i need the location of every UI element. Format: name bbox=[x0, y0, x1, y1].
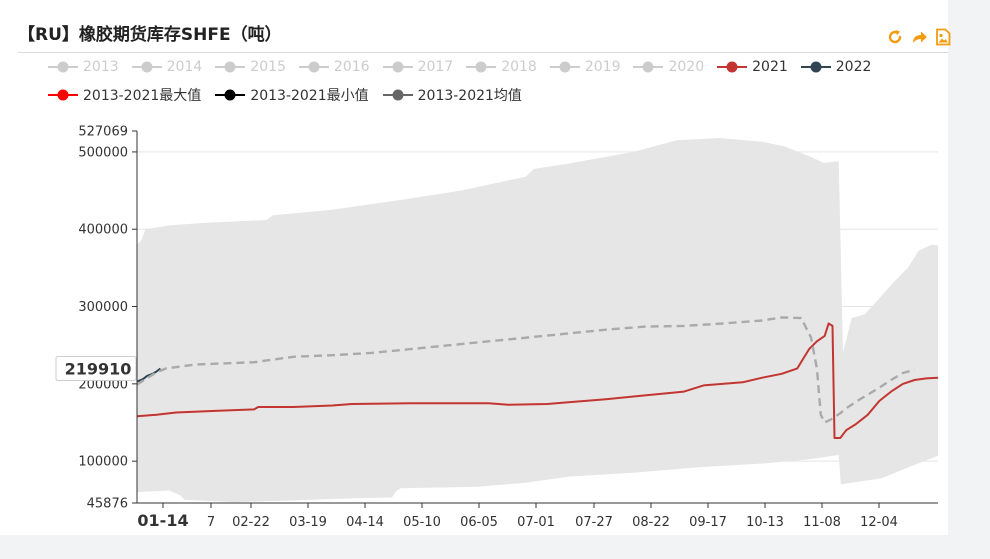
legend-symbol-icon bbox=[48, 89, 78, 101]
toolbar bbox=[886, 28, 952, 48]
series-line-2021 bbox=[136, 322, 939, 439]
legend-label: 2022 bbox=[835, 59, 872, 75]
y-tick-label: 100000 bbox=[78, 455, 128, 470]
y-tick-label: 527069 bbox=[78, 125, 128, 140]
x-tick-label: 7 bbox=[207, 515, 215, 530]
x-tick-label: 12-04 bbox=[860, 515, 898, 530]
legend-symbol-icon bbox=[298, 61, 329, 73]
legend-symbol-icon bbox=[215, 61, 246, 73]
legend-item-2021[interactable]: 2021 bbox=[717, 59, 788, 75]
legend-symbol-icon bbox=[48, 61, 78, 73]
legend-item-2013-2021均值[interactable]: 2013-2021均值 bbox=[382, 85, 522, 105]
chart-plot: 527069 500000 400000 300000 200000 100000 4587… bbox=[55, 125, 939, 530]
x-tick-label: 08-22 bbox=[632, 515, 670, 530]
legend-stats: 2013-2021最大值 2013-2021最小值 2013-2021均值 bbox=[48, 84, 536, 106]
legend-label: 2018 bbox=[501, 59, 537, 75]
legend-item-2020[interactable]: 2020 bbox=[633, 59, 704, 75]
x-tick-label: 06-05 bbox=[460, 515, 498, 530]
legend-label: 2014 bbox=[166, 59, 203, 75]
legend-symbol-icon bbox=[800, 61, 831, 73]
refresh-icon[interactable] bbox=[886, 28, 904, 46]
x-tick-label: 11-08 bbox=[803, 515, 841, 530]
legend-item-2015[interactable]: 2015 bbox=[215, 59, 286, 75]
legend-item-2013[interactable]: 2013 bbox=[48, 59, 119, 75]
legend-label: 2019 bbox=[584, 59, 621, 75]
legend-item-2022[interactable]: 2022 bbox=[800, 59, 872, 75]
series-line-2022 bbox=[136, 367, 162, 383]
chart-card: 【RU】橡胶期货库存SHFE（吨） 2013 2014 2015 2016 2017 20… bbox=[0, 0, 951, 535]
legend-item-2016[interactable]: 2016 bbox=[298, 59, 370, 75]
y-tick-label: 45876 bbox=[87, 497, 128, 512]
series-line-2013-2021均值 bbox=[136, 316, 915, 424]
legend-item-2013-2021最大值[interactable]: 2013-2021最大值 bbox=[48, 85, 201, 105]
x-tick-label: 07-01 bbox=[517, 515, 555, 530]
legend-symbol-icon bbox=[549, 61, 580, 73]
legend-symbol-icon bbox=[215, 89, 246, 101]
axis-pointer-box bbox=[55, 355, 137, 381]
legend-label: 2020 bbox=[668, 59, 705, 75]
y-tick-label: 400000 bbox=[78, 223, 128, 238]
min-max-band bbox=[137, 138, 938, 503]
share-icon[interactable] bbox=[910, 28, 928, 46]
x-tick-label: 10-13 bbox=[746, 515, 784, 530]
chart-title: 【RU】橡胶期货库存SHFE（吨） bbox=[18, 25, 282, 45]
legend-symbol-icon bbox=[466, 61, 497, 73]
y-tick-label: 200000 bbox=[78, 377, 128, 392]
legend-symbol-icon bbox=[131, 61, 162, 73]
legend-item-2017[interactable]: 2017 bbox=[382, 59, 454, 75]
title-divider bbox=[18, 52, 948, 53]
legend-label: 2013-2021均值 bbox=[417, 88, 522, 104]
legend-label: 2021 bbox=[752, 59, 788, 75]
x-tick-label: 03-19 bbox=[289, 515, 327, 530]
x-tick-label: 07-27 bbox=[575, 515, 613, 530]
legend-label: 2013-2021最小值 bbox=[250, 88, 369, 104]
legend-item-2018[interactable]: 2018 bbox=[466, 59, 537, 75]
legend-item-2019[interactable]: 2019 bbox=[549, 59, 621, 75]
axis-pointer-label: 219910 bbox=[65, 359, 132, 378]
x-tick-label: 09-17 bbox=[689, 515, 727, 530]
y-tick-label: 300000 bbox=[78, 300, 128, 315]
legend-label: 2013-2021最大值 bbox=[83, 88, 202, 104]
x-tick-label: 05-10 bbox=[403, 515, 441, 530]
legend-symbol-icon bbox=[633, 61, 664, 73]
legend-label: 2016 bbox=[333, 59, 370, 75]
legend-symbol-icon bbox=[717, 61, 748, 73]
legend-label: 2015 bbox=[250, 59, 286, 75]
legend-symbol-icon bbox=[382, 89, 413, 101]
legend-label: 2013 bbox=[83, 59, 119, 75]
x-tick-label-highlight: 01-14 bbox=[137, 511, 188, 530]
legend-years: 2013 2014 2015 2016 2017 2018 2019 2020 2021 2022 bbox=[48, 56, 884, 78]
y-tick-label: 500000 bbox=[78, 145, 128, 160]
save-image-icon[interactable] bbox=[934, 28, 952, 46]
legend-symbol-icon bbox=[382, 61, 413, 73]
legend-label: 2017 bbox=[417, 59, 454, 75]
legend-item-2013-2021最小值[interactable]: 2013-2021最小值 bbox=[215, 85, 369, 105]
x-tick-label: 02-22 bbox=[232, 515, 270, 530]
legend-item-2014[interactable]: 2014 bbox=[131, 59, 203, 75]
x-tick-label: 04-14 bbox=[346, 515, 384, 530]
